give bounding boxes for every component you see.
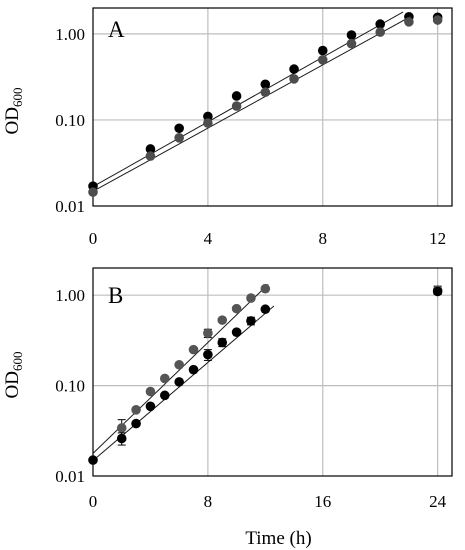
series-2 bbox=[88, 15, 443, 197]
y-tick-label: 0.01 bbox=[55, 467, 85, 486]
data-point bbox=[231, 101, 242, 111]
data-point bbox=[160, 373, 170, 384]
plot-frame bbox=[92, 7, 453, 207]
data-point bbox=[145, 401, 156, 412]
data-point bbox=[231, 327, 242, 337]
data-point bbox=[260, 304, 271, 315]
panel-label: A bbox=[108, 17, 125, 42]
y-axis-title-subscript: 600 bbox=[10, 352, 25, 372]
x-tick-label: 8 bbox=[204, 492, 213, 511]
data-point bbox=[131, 404, 141, 415]
data-point bbox=[260, 79, 271, 90]
data-point bbox=[432, 286, 443, 297]
series-2 bbox=[88, 286, 443, 465]
y-axis-title: OD600 bbox=[2, 352, 25, 399]
y-tick-label: 0.01 bbox=[55, 197, 85, 216]
y-tick-label: 1.00 bbox=[55, 25, 85, 44]
data-point bbox=[160, 390, 170, 401]
y-tick-label: 0.10 bbox=[55, 111, 85, 130]
data-point bbox=[174, 123, 184, 134]
data-point bbox=[317, 45, 328, 56]
data-point bbox=[217, 315, 228, 325]
data-point bbox=[116, 423, 127, 433]
data-point bbox=[289, 74, 299, 84]
data-point bbox=[203, 118, 213, 128]
data-point bbox=[317, 55, 328, 65]
y-axis-title-main: OD bbox=[2, 107, 23, 134]
data-point bbox=[231, 303, 242, 314]
data-point bbox=[346, 30, 357, 40]
x-tick-label: 24 bbox=[429, 492, 447, 511]
data-point bbox=[145, 151, 156, 161]
panel-a: 0 4 8 12 0.01 0.10 1.00 OD600 A bbox=[2, 7, 453, 248]
x-tick-label: 0 bbox=[89, 229, 98, 248]
data-point bbox=[246, 316, 256, 326]
data-point bbox=[145, 386, 156, 397]
y-axis-title-main: OD bbox=[2, 371, 23, 398]
data-point bbox=[88, 187, 98, 197]
y-axis-title-subscript: 600 bbox=[10, 88, 25, 108]
x-tick-label: 8 bbox=[319, 229, 328, 248]
data-point bbox=[88, 455, 98, 465]
data-point bbox=[375, 27, 386, 37]
data-point bbox=[203, 111, 213, 122]
data-point bbox=[346, 38, 357, 49]
y-axis-title: OD600 bbox=[2, 88, 25, 135]
data-point bbox=[260, 283, 271, 294]
data-point bbox=[432, 15, 443, 25]
data-point bbox=[375, 19, 386, 29]
data-point bbox=[203, 328, 213, 338]
x-tick-label: 4 bbox=[204, 229, 213, 248]
data-point bbox=[116, 433, 127, 444]
data-point bbox=[217, 337, 228, 348]
data-point bbox=[174, 377, 184, 387]
data-point bbox=[246, 293, 256, 303]
plot-frame bbox=[92, 267, 453, 477]
trendline bbox=[92, 15, 413, 192]
trendline bbox=[92, 11, 404, 188]
data-point bbox=[188, 364, 199, 375]
data-point bbox=[188, 344, 199, 355]
data-point bbox=[174, 359, 184, 370]
data-point bbox=[145, 144, 156, 154]
data-point bbox=[404, 17, 414, 27]
x-axis-title: Time (h) bbox=[245, 528, 311, 549]
panel-b: 0 8 16 24 0.01 0.10 1.00 OD600 B Time (h) bbox=[2, 267, 453, 549]
x-tick-label: 12 bbox=[429, 229, 446, 248]
y-tick-label: 0.10 bbox=[55, 377, 85, 396]
x-tick-label: 0 bbox=[89, 492, 98, 511]
x-tick-label: 16 bbox=[314, 492, 331, 511]
y-tick-label: 1.00 bbox=[55, 286, 85, 305]
series-1 bbox=[88, 11, 443, 191]
data-point bbox=[174, 133, 184, 143]
panel-label: B bbox=[108, 283, 123, 308]
data-point bbox=[131, 418, 141, 429]
data-point bbox=[260, 87, 271, 98]
data-point bbox=[231, 91, 242, 101]
data-point bbox=[203, 349, 213, 360]
data-point bbox=[289, 64, 299, 74]
